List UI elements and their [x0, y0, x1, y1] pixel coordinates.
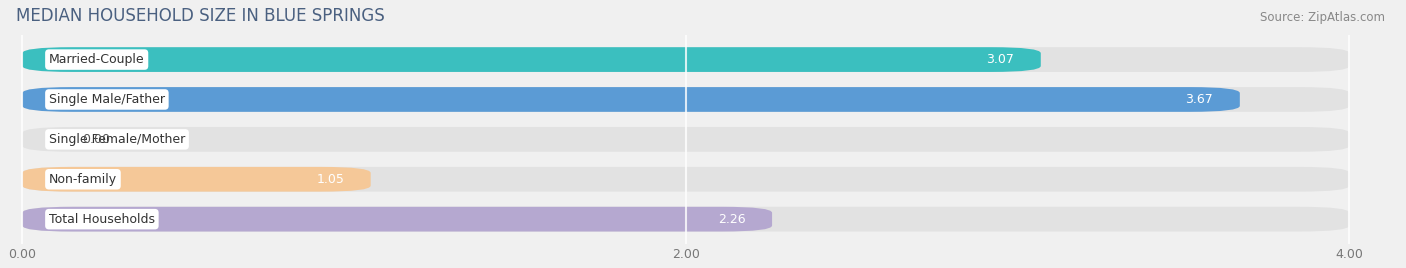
FancyBboxPatch shape — [22, 47, 1350, 72]
FancyBboxPatch shape — [22, 87, 1240, 112]
FancyBboxPatch shape — [22, 207, 1350, 232]
Text: 3.07: 3.07 — [987, 53, 1014, 66]
Text: Single Male/Father: Single Male/Father — [49, 93, 165, 106]
Text: MEDIAN HOUSEHOLD SIZE IN BLUE SPRINGS: MEDIAN HOUSEHOLD SIZE IN BLUE SPRINGS — [15, 7, 384, 25]
Text: 3.67: 3.67 — [1185, 93, 1213, 106]
Text: 0.00: 0.00 — [82, 133, 110, 146]
FancyBboxPatch shape — [22, 47, 1040, 72]
Text: 2.26: 2.26 — [718, 213, 745, 226]
Text: Source: ZipAtlas.com: Source: ZipAtlas.com — [1260, 11, 1385, 24]
FancyBboxPatch shape — [22, 207, 772, 232]
FancyBboxPatch shape — [22, 87, 1350, 112]
FancyBboxPatch shape — [22, 167, 1350, 192]
Text: Non-family: Non-family — [49, 173, 117, 186]
Text: Total Households: Total Households — [49, 213, 155, 226]
FancyBboxPatch shape — [22, 127, 1350, 152]
Text: Single Female/Mother: Single Female/Mother — [49, 133, 186, 146]
FancyBboxPatch shape — [22, 167, 371, 192]
Text: Married-Couple: Married-Couple — [49, 53, 145, 66]
Text: 1.05: 1.05 — [316, 173, 344, 186]
